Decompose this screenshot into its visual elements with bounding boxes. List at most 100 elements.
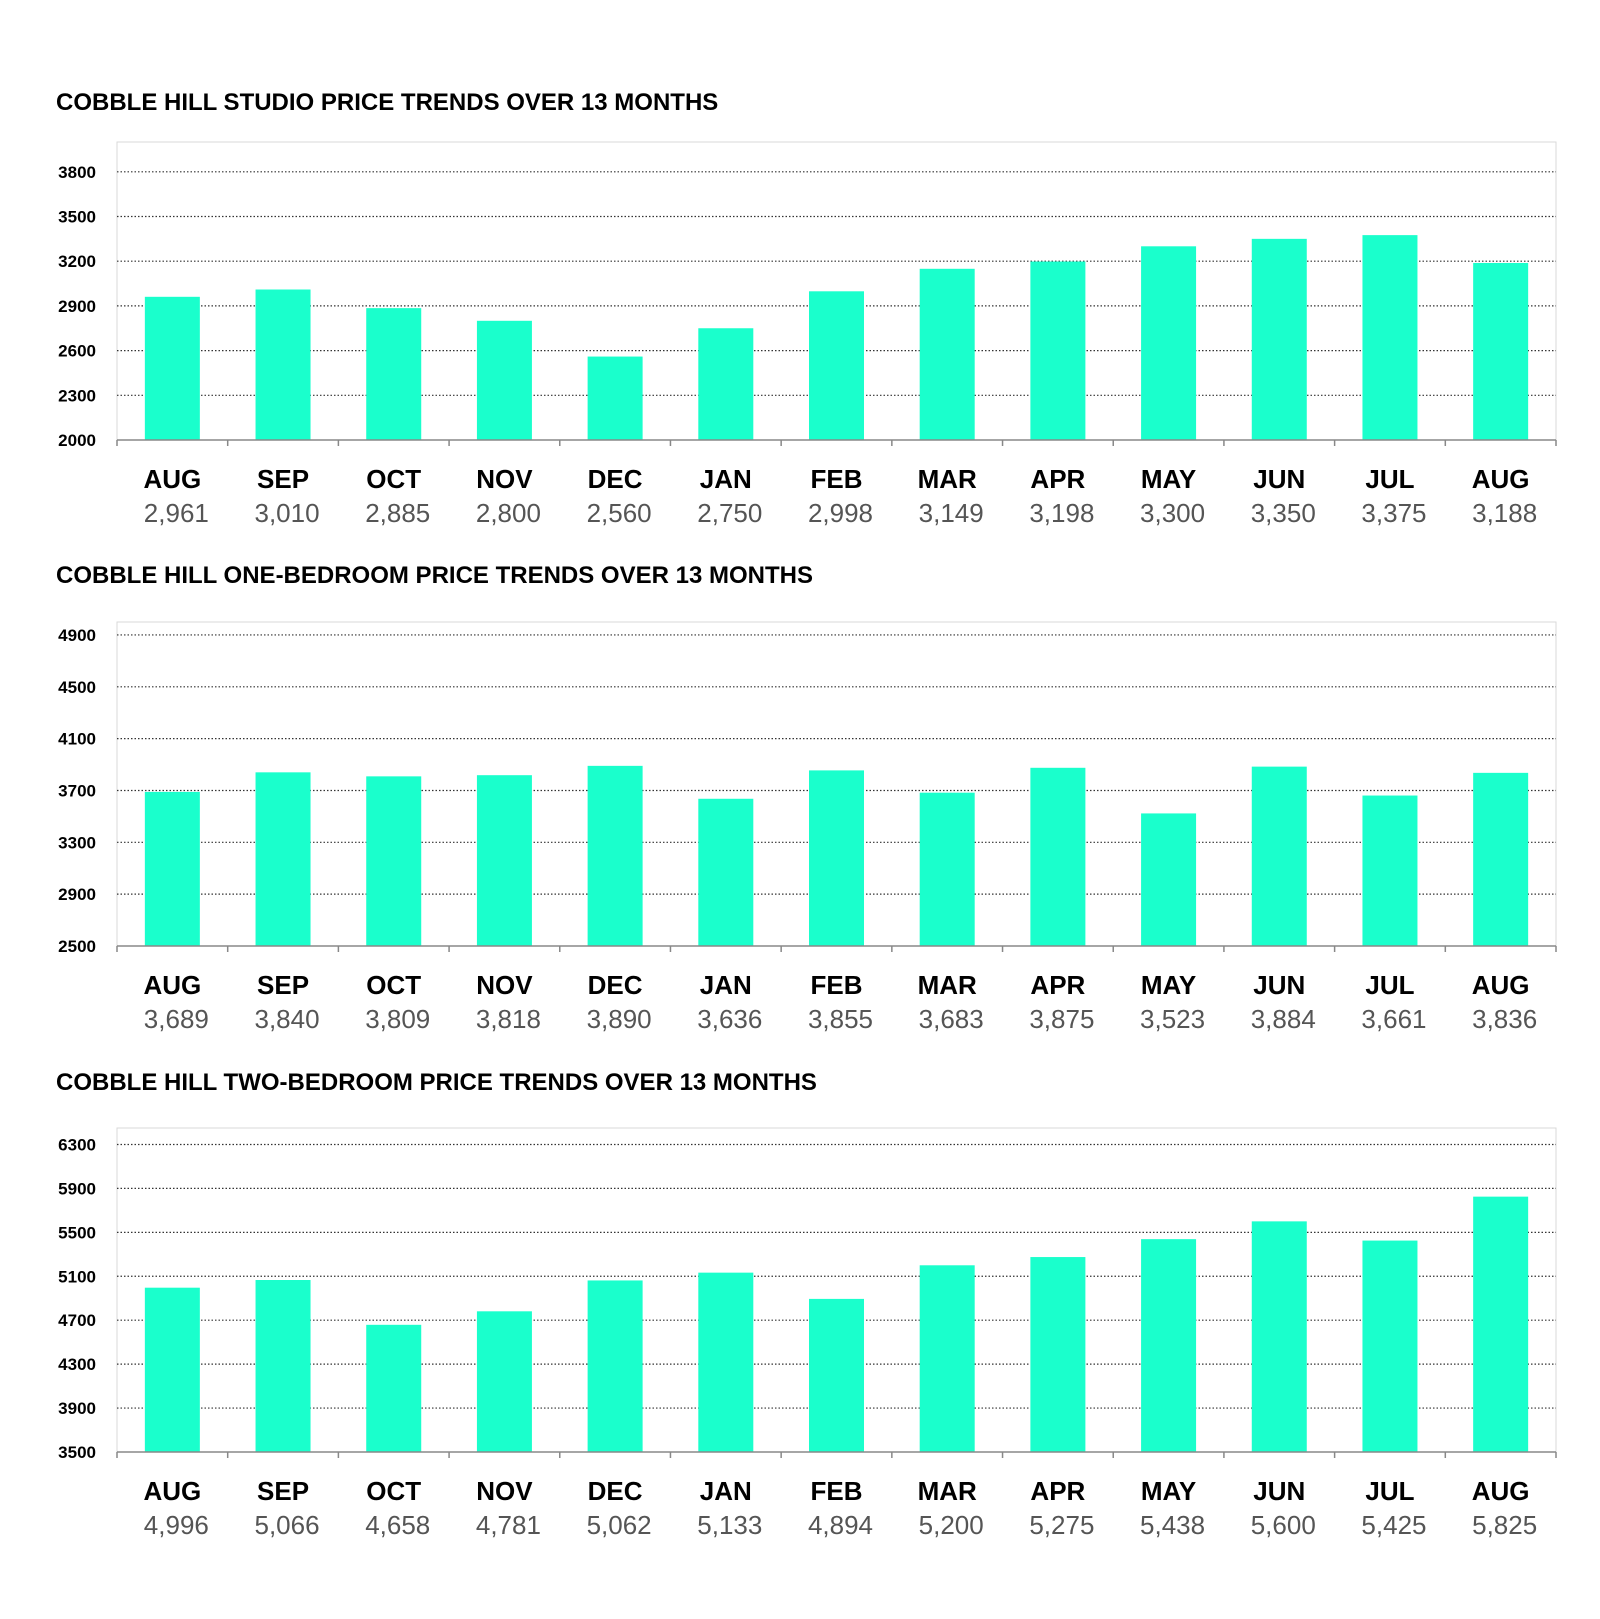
- chart-1-ytick-label: 2000: [58, 431, 96, 450]
- chart-1-value-label: 2,885: [365, 498, 430, 528]
- chart-1-month-label: DEC: [588, 464, 643, 494]
- chart-2-ytick-label: 2900: [58, 885, 96, 904]
- chart-1-value-label: 2,961: [144, 498, 209, 528]
- chart-2-ytick-label: 3700: [58, 781, 96, 800]
- chart-3-month-label: SEP: [257, 1476, 309, 1506]
- chart-2-month-label: OCT: [366, 970, 421, 1000]
- chart-1-bar-aug-1: [144, 296, 200, 440]
- chart-2-month-label: NOV: [476, 970, 533, 1000]
- chart-2-bar-may-10: [1141, 813, 1197, 946]
- chart-1-month-label: JUL: [1365, 464, 1414, 494]
- chart-3-value-label: 5,200: [919, 1510, 984, 1540]
- chart-1-month-label: JAN: [700, 464, 752, 494]
- chart-3-month-label: JAN: [700, 1476, 752, 1506]
- chart-3-ytick-label: 4300: [58, 1355, 96, 1374]
- chart-2-value-label: 3,636: [697, 1004, 762, 1034]
- chart-1-month-label: MAY: [1141, 464, 1196, 494]
- chart-2-bar-jan-6: [698, 798, 754, 946]
- chart-3-bar-feb-7: [809, 1298, 864, 1452]
- chart-2-month-label: DEC: [588, 970, 643, 1000]
- chart-2-bar-mar-8: [919, 792, 975, 946]
- chart-3-ytick-label: 5100: [58, 1267, 96, 1286]
- chart-1-ytick-label: 2600: [58, 342, 96, 361]
- chart-2-value-label: 3,523: [1140, 1004, 1205, 1034]
- chart-1-bar-mar-8: [919, 268, 975, 440]
- chart-2-value-label: 3,661: [1361, 1004, 1426, 1034]
- chart-3-ytick-label: 4700: [58, 1311, 96, 1330]
- chart-2-value-label: 3,683: [919, 1004, 984, 1034]
- chart-3-ytick-label: 5500: [58, 1223, 96, 1242]
- chart-2-bar-nov-4: [476, 775, 532, 946]
- chart-2-value-label: 3,855: [808, 1004, 873, 1034]
- chart-1-month-label: AUG: [1472, 464, 1530, 494]
- chart-3-ytick-label: 6300: [58, 1135, 96, 1154]
- chart-1-month-label: FEB: [811, 464, 863, 494]
- chart-3-month-label: DEC: [588, 1476, 643, 1506]
- chart-1-month-label: APR: [1030, 464, 1085, 494]
- chart-3-bar-aug-1: [144, 1287, 200, 1452]
- chart-2-bar-feb-7: [809, 770, 864, 946]
- chart-2-bar-aug-13: [1473, 772, 1529, 946]
- chart-1-bar-jan-6: [698, 328, 754, 440]
- chart-3-title: COBBLE HILL TWO-BEDROOM PRICE TRENDS OVE…: [56, 1069, 817, 1096]
- chart-1-month-label: OCT: [366, 464, 421, 494]
- chart-1-bar-dec-5: [587, 356, 643, 440]
- chart-3-bar-oct-3: [366, 1324, 422, 1452]
- chart-2-bar-aug-1: [144, 791, 200, 946]
- chart-3-bar-jul-12: [1362, 1240, 1418, 1452]
- chart-3-month-label: APR: [1030, 1476, 1085, 1506]
- chart-2-bar-apr-9: [1030, 767, 1086, 946]
- chart-3-month-label: MAY: [1141, 1476, 1196, 1506]
- chart-1-value-label: 2,750: [697, 498, 762, 528]
- chart-1-value-label: 2,800: [476, 498, 541, 528]
- chart-2-ytick-label: 2500: [58, 937, 96, 956]
- chart-2-month-label: JAN: [700, 970, 752, 1000]
- chart-2-ytick-label: 3300: [58, 833, 96, 852]
- chart-3-value-label: 4,658: [365, 1510, 430, 1540]
- chart-1-month-label: MAR: [918, 464, 977, 494]
- chart-1-month-label: JUN: [1253, 464, 1305, 494]
- chart-3-month-label: JUN: [1253, 1476, 1305, 1506]
- chart-3-value-label: 4,894: [808, 1510, 873, 1540]
- chart-1-bar-oct-3: [366, 308, 422, 440]
- chart-3-bar-aug-13: [1473, 1196, 1529, 1452]
- chart-1-ytick-label: 2900: [58, 297, 96, 316]
- chart-3-month-label: FEB: [811, 1476, 863, 1506]
- chart-2-month-label: AUG: [143, 970, 201, 1000]
- chart-2-value-label: 3,836: [1472, 1004, 1537, 1034]
- chart-2-bar-sep-2: [255, 772, 311, 946]
- chart-1-bar-apr-9: [1030, 261, 1086, 440]
- chart-3-value-label: 5,425: [1361, 1510, 1426, 1540]
- chart-2-value-label: 3,840: [254, 1004, 319, 1034]
- chart-1-value-label: 2,998: [808, 498, 873, 528]
- chart-2-ytick-label: 4500: [58, 678, 96, 697]
- chart-1-ytick-label: 3500: [58, 208, 96, 227]
- chart-2-bar-dec-5: [587, 765, 643, 946]
- chart-3-value-label: 5,133: [697, 1510, 762, 1540]
- chart-3-bar-dec-5: [587, 1280, 643, 1452]
- chart-2-month-label: JUL: [1365, 970, 1414, 1000]
- chart-3-bar-mar-8: [919, 1265, 975, 1452]
- chart-3-month-label: JUL: [1365, 1476, 1414, 1506]
- chart-1-bar-feb-7: [809, 291, 864, 440]
- chart-3-month-label: AUG: [143, 1476, 201, 1506]
- chart-2-month-label: FEB: [811, 970, 863, 1000]
- chart-1-bar-nov-4: [476, 320, 532, 440]
- chart-2-month-label: APR: [1030, 970, 1085, 1000]
- chart-1-bar-jun-11: [1251, 238, 1307, 440]
- chart-3-bar-jan-6: [698, 1272, 754, 1452]
- chart-1-value-label: 2,560: [587, 498, 652, 528]
- chart-2-month-label: MAY: [1141, 970, 1196, 1000]
- chart-1-value-label: 3,198: [1029, 498, 1094, 528]
- chart-3-value-label: 5,600: [1251, 1510, 1316, 1540]
- chart-1-month-label: SEP: [257, 464, 309, 494]
- chart-1-value-label: 3,149: [919, 498, 984, 528]
- chart-2-value-label: 3,809: [365, 1004, 430, 1034]
- chart-2-value-label: 3,689: [144, 1004, 209, 1034]
- chart-3-ytick-label: 3500: [58, 1443, 96, 1462]
- chart-2-bar-jul-12: [1362, 795, 1418, 946]
- chart-1-bar-sep-2: [255, 289, 311, 440]
- chart-3-bar-may-10: [1141, 1239, 1197, 1452]
- chart-2-bar-oct-3: [366, 776, 422, 946]
